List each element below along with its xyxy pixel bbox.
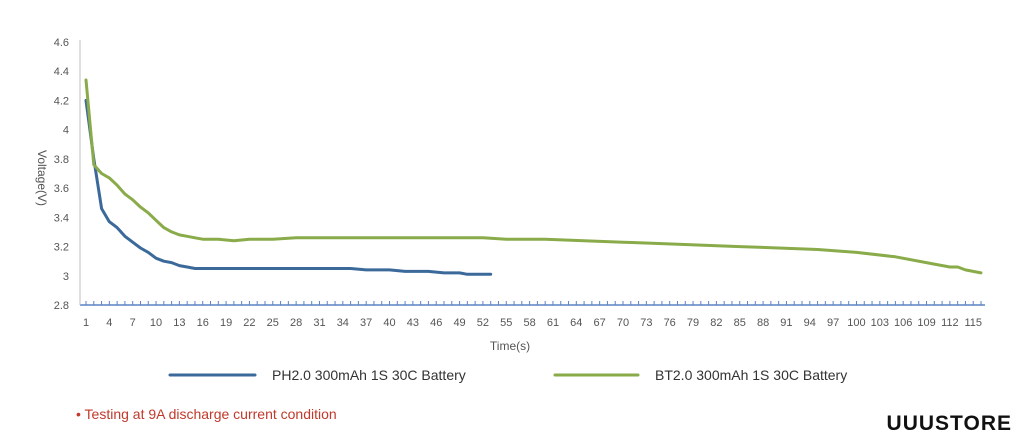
x-tick-label: 61 — [547, 317, 559, 329]
x-tick-label: 100 — [847, 317, 865, 329]
x-tick-labels: 1 4 7 10 13 16 19 22 25 28 31 34 37 40 43 46 49 52 55 58 61 6… — [83, 317, 982, 329]
series-line-ph20 — [84, 98, 493, 276]
y-tick-label: 3.4 — [54, 212, 69, 224]
x-tick-label: 112 — [941, 317, 959, 329]
x-tick-label: 25 — [267, 317, 279, 329]
x-tick-label: 64 — [570, 317, 582, 329]
x-tick-label: 19 — [220, 317, 232, 329]
x-tick-label: 76 — [664, 317, 676, 329]
x-tick-label: 28 — [290, 317, 302, 329]
y-tick-label: 4.6 — [54, 37, 69, 49]
x-tick-label: 22 — [243, 317, 255, 329]
x-tick-label: 106 — [894, 317, 912, 329]
x-tick-label: 67 — [594, 317, 606, 329]
x-axis-title: Time(s) — [490, 339, 530, 353]
x-tick-label: 40 — [383, 317, 395, 329]
legend-label-ph20: PH2.0 300mAh 1S 30C Battery — [272, 367, 466, 383]
x-tick-label: 109 — [917, 317, 935, 329]
test-condition-note: • Testing at 9A discharge current condit… — [76, 406, 337, 422]
y-tick-label: 4 — [63, 125, 69, 137]
x-tick-label: 88 — [757, 317, 769, 329]
x-tick-label: 73 — [640, 317, 652, 329]
y-tick-label: 3 — [63, 271, 69, 283]
x-tick-label: 97 — [827, 317, 839, 329]
x-tick-label: 82 — [710, 317, 722, 329]
x-tick-label: 85 — [734, 317, 746, 329]
x-tick-label: 37 — [360, 317, 372, 329]
y-tick-label: 4.4 — [54, 66, 69, 78]
x-tick-label: 91 — [780, 317, 792, 329]
series-line-bt20 — [84, 78, 983, 275]
x-tick-label: 49 — [453, 317, 465, 329]
series-layer — [84, 78, 983, 276]
y-tick-label: 2.8 — [54, 300, 69, 312]
y-tick-label: 3.6 — [54, 183, 69, 195]
legend-label-bt20: BT2.0 300mAh 1S 30C Battery — [655, 367, 847, 383]
x-tick-label: 1 — [83, 317, 89, 329]
x-tick-label: 7 — [130, 317, 136, 329]
x-tick-label: 16 — [197, 317, 209, 329]
voltage-chart: 2.8 3 3.2 3.4 3.6 3.8 4 4.2 4.4 4.6 1 4 7 10 13 16 19 22… — [35, 37, 985, 383]
x-tick-label: 79 — [687, 317, 699, 329]
x-tick-label: 52 — [477, 317, 489, 329]
x-minor-ticks — [85, 301, 982, 305]
y-tick-label: 3.2 — [54, 242, 69, 254]
x-tick-label: 115 — [964, 317, 982, 329]
x-tick-label: 34 — [337, 317, 349, 329]
axis-layer — [79, 40, 985, 306]
brand-watermark: UUUSTORE — [886, 412, 1012, 435]
legend: PH2.0 300mAh 1S 30C Battery BT2.0 300mAh… — [168, 367, 847, 383]
x-tick-label: 46 — [430, 317, 442, 329]
y-tick-labels: 2.8 3 3.2 3.4 3.6 3.8 4 4.2 4.4 4.6 — [54, 37, 69, 312]
x-tick-label: 94 — [804, 317, 816, 329]
x-tick-label: 58 — [523, 317, 535, 329]
y-tick-label: 3.8 — [54, 154, 69, 166]
x-tick-label: 4 — [106, 317, 112, 329]
x-tick-label: 13 — [173, 317, 185, 329]
x-tick-label: 31 — [313, 317, 325, 329]
x-tick-label: 103 — [871, 317, 889, 329]
y-tick-label: 4.2 — [54, 95, 69, 107]
y-axis-title: Voltage(V) — [35, 150, 49, 206]
x-tick-label: 43 — [407, 317, 419, 329]
x-tick-label: 55 — [500, 317, 512, 329]
x-tick-label: 70 — [617, 317, 629, 329]
x-tick-label: 10 — [150, 317, 162, 329]
